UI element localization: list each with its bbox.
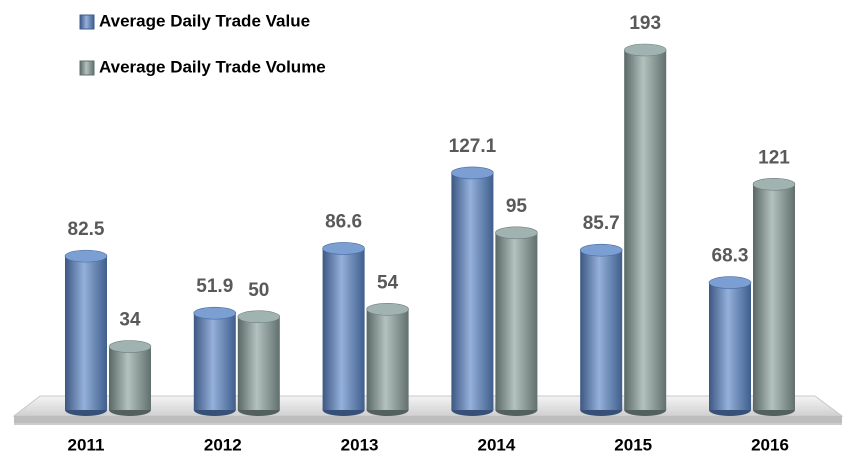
- bar-body: [65, 256, 107, 410]
- floor-edge: [14, 416, 842, 423]
- data-label: 121: [758, 147, 790, 168]
- data-label: 34: [119, 310, 141, 331]
- bar-top: [623, 43, 667, 57]
- bar-top: [495, 226, 538, 240]
- x-tick-label: 2013: [341, 435, 379, 454]
- bar: [193, 306, 237, 416]
- bar-body: [366, 309, 409, 410]
- bar-top: [237, 310, 281, 324]
- bar: [495, 226, 538, 416]
- x-tick-label: 2015: [614, 435, 652, 454]
- bar-top: [64, 249, 108, 263]
- bar: [579, 243, 623, 416]
- bar: [451, 166, 494, 416]
- data-label: 86.6: [325, 211, 362, 232]
- data-label: 85.7: [583, 213, 620, 234]
- data-label: 68.3: [712, 246, 749, 267]
- bar: [108, 340, 152, 416]
- bar-body: [193, 313, 236, 410]
- bar-top: [708, 276, 752, 289]
- legend-label: Average Daily Trade Volume: [99, 57, 326, 76]
- bar-body: [753, 184, 795, 410]
- bar: [708, 276, 752, 416]
- data-label: 82.5: [68, 219, 105, 240]
- bar: [64, 249, 108, 416]
- x-tick-label: 2011: [68, 435, 105, 454]
- bar-body: [109, 346, 151, 410]
- bar-body: [451, 172, 494, 410]
- bar-top: [108, 340, 152, 353]
- bar-body: [495, 232, 538, 410]
- bar: [752, 178, 796, 416]
- bar-body: [709, 282, 751, 410]
- bar-top: [193, 306, 237, 320]
- data-label: 50: [248, 280, 269, 301]
- bar-body: [624, 50, 667, 410]
- bar-top: [579, 243, 623, 257]
- x-tick-label: 2012: [204, 435, 242, 454]
- legend-swatch: [79, 60, 95, 76]
- bar-top: [322, 242, 365, 255]
- data-label: 193: [629, 13, 661, 34]
- bar: [366, 302, 409, 416]
- data-label: 54: [377, 272, 399, 293]
- data-label: 127.1: [449, 136, 497, 157]
- legend-swatch: [79, 14, 95, 30]
- bar-body: [580, 250, 623, 410]
- bar-body: [322, 248, 365, 410]
- bar-body: [237, 316, 280, 410]
- bar: [322, 242, 365, 416]
- bar-top: [752, 178, 796, 191]
- x-tick-label: 2014: [477, 435, 515, 454]
- bar: [237, 310, 281, 416]
- bar-top: [451, 166, 494, 180]
- bar: [623, 43, 667, 416]
- legend-label: Average Daily Trade Value: [99, 11, 310, 30]
- data-label: 51.9: [196, 276, 233, 297]
- data-label: 95: [506, 196, 528, 217]
- x-tick-label: 2016: [751, 435, 789, 454]
- bar-top: [366, 302, 409, 316]
